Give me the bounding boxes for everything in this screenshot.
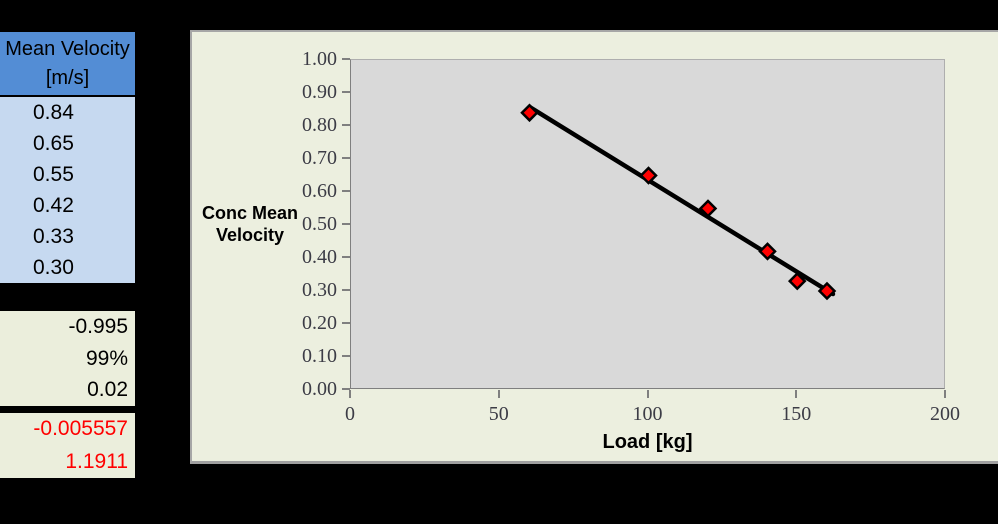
y-tick-mark <box>342 223 350 225</box>
scatter-svg <box>520 103 837 301</box>
y-tick-label: 1.00 <box>302 48 337 70</box>
y-tick-mark <box>342 289 350 291</box>
y-tick-mark <box>342 190 350 192</box>
y-tick-mark <box>342 91 350 93</box>
x-tick-label: 200 <box>930 403 960 425</box>
y-tick-mark <box>342 157 350 159</box>
scatter-point[interactable] <box>698 199 718 218</box>
y-axis-title[interactable]: Conc Mean Velocity <box>194 202 306 246</box>
stats-block: -0.995 99% 0.02 <box>0 311 135 406</box>
column-header-mean-velocity[interactable]: Mean Velocity [m/s] <box>0 32 135 95</box>
x-tick-mark <box>497 390 500 398</box>
y-tick-label: 0.40 <box>302 246 337 268</box>
y-tick-label: 0.00 <box>302 378 337 400</box>
y-tick-mark <box>342 124 350 126</box>
cell-velocity-value[interactable]: 0.55 <box>33 163 74 186</box>
chart-area[interactable]: Conc Mean Velocity 0.00 0.10 0.20 0.30 0.40 0… <box>190 30 998 464</box>
x-tick-label: 150 <box>781 403 812 425</box>
scatter-point[interactable] <box>639 166 658 185</box>
cell-stat-value[interactable]: -0.995 <box>68 315 128 338</box>
x-tick-label: 100 <box>632 403 663 425</box>
column-header-line2: [m/s] <box>45 67 90 89</box>
y-axis-title-line1: Conc Mean <box>201 203 298 223</box>
y-tick-label: 0.70 <box>302 147 337 169</box>
scatter-point[interactable] <box>817 281 837 301</box>
cell-velocity-value[interactable]: 0.84 <box>33 101 74 124</box>
x-tick-label: 50 <box>488 403 509 425</box>
cell-stat-value[interactable]: 0.02 <box>87 378 128 401</box>
cell-velocity-value[interactable]: 0.65 <box>33 132 74 155</box>
y-tick-label: 0.20 <box>302 312 337 334</box>
cell-stat-value[interactable]: 99% <box>85 346 128 370</box>
cell-velocity-value[interactable]: 0.42 <box>33 194 74 217</box>
x-tick-mark <box>795 390 798 398</box>
y-tick-label: 0.60 <box>302 180 337 202</box>
scatter-point[interactable] <box>787 271 807 291</box>
y-tick-mark <box>342 355 350 357</box>
velocity-values-column: 0.84 0.65 0.55 0.42 0.33 0.30 <box>0 97 135 283</box>
y-tick-mark <box>342 322 350 324</box>
cell-velocity-value[interactable]: 0.33 <box>33 225 74 248</box>
y-tick-label: 0.10 <box>302 345 337 367</box>
cell-velocity-value[interactable]: 0.30 <box>33 256 74 279</box>
y-tick-mark <box>342 256 350 258</box>
y-tick-label: 0.30 <box>302 279 337 301</box>
x-tick-label: 0 <box>345 403 355 425</box>
x-axis-title[interactable]: Load [kg] <box>602 431 693 453</box>
cell-regression-value[interactable]: 1.1911 <box>65 449 128 473</box>
column-header-line1: Mean Velocity <box>5 38 130 60</box>
scatter-point[interactable] <box>758 242 777 261</box>
scatter-point[interactable] <box>520 103 539 123</box>
trendline[interactable] <box>527 104 836 297</box>
x-tick-mark <box>944 390 946 398</box>
cell-regression-value[interactable]: -0.005557 <box>33 417 128 440</box>
x-tick-mark <box>349 390 351 398</box>
y-tick-label: 0.90 <box>302 81 337 103</box>
plot-area[interactable] <box>350 59 945 389</box>
y-tick-mark <box>342 388 350 390</box>
y-axis-title-line2: Velocity <box>215 225 285 245</box>
x-tick-mark <box>646 390 649 398</box>
regression-block: -0.005557 1.1911 <box>0 413 135 478</box>
y-tick-label: 0.50 <box>302 213 337 235</box>
y-tick-mark <box>342 58 350 60</box>
y-tick-label: 0.80 <box>302 114 337 136</box>
